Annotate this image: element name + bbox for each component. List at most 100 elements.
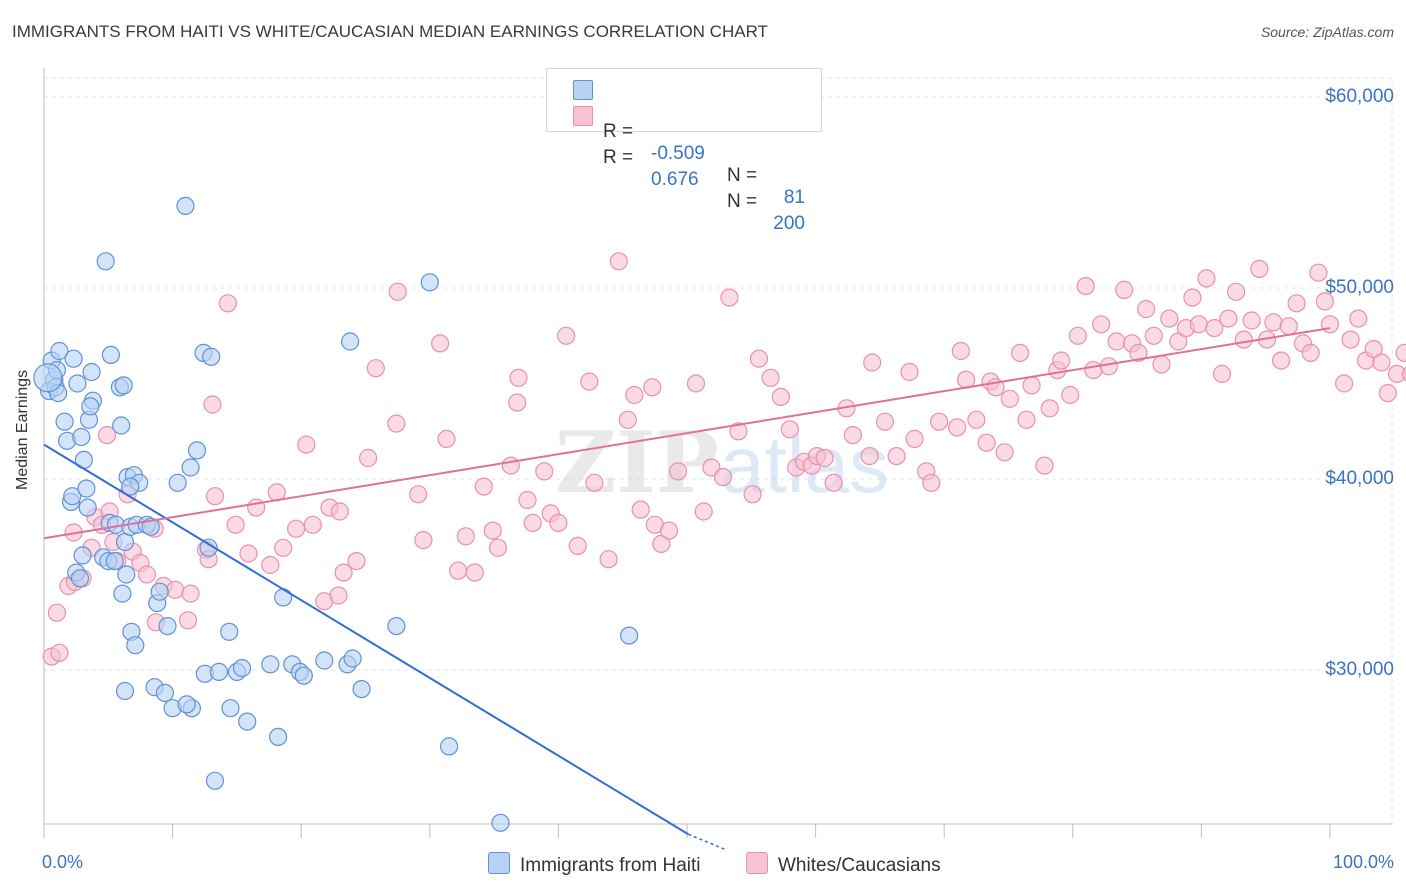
data-point xyxy=(50,341,69,361)
data-point xyxy=(178,611,198,630)
data-point xyxy=(420,273,439,292)
data-point xyxy=(205,771,225,790)
data-point xyxy=(625,385,644,405)
data-point xyxy=(117,565,136,584)
data-point xyxy=(929,412,949,431)
data-point xyxy=(121,477,140,496)
data-point xyxy=(329,586,348,605)
data-point xyxy=(743,485,762,504)
data-point xyxy=(181,458,200,477)
data-point xyxy=(824,473,843,492)
data-point xyxy=(1364,340,1383,359)
data-point xyxy=(155,683,174,703)
data-point xyxy=(618,410,637,429)
data-point xyxy=(114,376,133,395)
data-point xyxy=(218,294,237,313)
legend-row-pink: R = 0.676 N = 200 xyxy=(573,103,805,257)
data-point xyxy=(449,561,468,580)
data-point xyxy=(176,196,195,215)
data-point xyxy=(659,521,679,540)
data-point xyxy=(177,695,196,714)
data-point xyxy=(440,737,459,756)
data-point xyxy=(330,502,349,521)
data-point xyxy=(995,443,1014,462)
data-point xyxy=(619,626,639,645)
data-point xyxy=(141,517,160,536)
source-credit: Source: ZipAtlas.com xyxy=(1260,24,1394,40)
data-point xyxy=(609,252,628,271)
data-point xyxy=(501,456,520,475)
data-point xyxy=(1107,332,1126,351)
data-point xyxy=(1226,282,1246,301)
data-point xyxy=(1264,313,1283,332)
data-point xyxy=(126,636,145,655)
data-point xyxy=(47,603,67,622)
legend-r-value: -0.509 xyxy=(651,143,705,164)
data-point xyxy=(631,500,650,519)
data-point xyxy=(1234,330,1253,349)
data-point xyxy=(1334,374,1354,393)
y-tick-label: $30,000 xyxy=(1325,659,1394,680)
data-point xyxy=(388,282,407,301)
data-point xyxy=(1395,343,1406,362)
data-point xyxy=(1084,361,1103,380)
legend-n-label: N = xyxy=(727,191,758,212)
data-point xyxy=(269,727,288,747)
data-point xyxy=(150,582,169,601)
legend-item-whites: Whites/Caucasians xyxy=(746,852,941,877)
data-point xyxy=(780,420,800,439)
data-point xyxy=(96,252,115,271)
x-tick-max: 100.0% xyxy=(1332,852,1394,872)
data-point xyxy=(720,288,739,307)
legend-n-label: N = xyxy=(727,165,758,186)
data-point xyxy=(274,588,293,607)
y-axis-label: Median Earnings xyxy=(14,369,31,490)
data-point xyxy=(1349,309,1368,328)
data-point xyxy=(347,551,366,571)
data-point xyxy=(287,519,306,538)
data-point xyxy=(568,536,587,556)
data-point xyxy=(220,622,239,641)
data-point xyxy=(343,649,362,668)
data-point xyxy=(261,655,280,674)
data-point xyxy=(1212,364,1232,383)
data-point xyxy=(1076,277,1095,296)
data-point xyxy=(261,555,280,575)
data-point xyxy=(1152,355,1171,374)
data-point xyxy=(556,326,576,345)
trend-line-haiti-extension xyxy=(688,833,726,851)
data-point xyxy=(1320,315,1340,334)
data-point xyxy=(951,341,971,361)
data-point xyxy=(115,532,135,552)
data-point xyxy=(1017,410,1036,429)
data-point xyxy=(1129,343,1148,362)
data-point xyxy=(73,546,92,565)
data-point xyxy=(1022,376,1041,395)
data-point xyxy=(158,616,177,636)
data-point xyxy=(456,527,475,546)
data-point xyxy=(509,368,528,387)
legend-r-label: R = xyxy=(603,121,634,142)
data-point xyxy=(202,347,221,366)
data-point xyxy=(465,563,484,582)
data-point xyxy=(1052,351,1071,370)
y-tick-label: $60,000 xyxy=(1325,86,1394,107)
data-point xyxy=(166,580,185,599)
data-point xyxy=(1309,263,1328,282)
data-point xyxy=(771,387,791,406)
data-point xyxy=(922,473,941,492)
data-point xyxy=(488,538,508,557)
data-point xyxy=(352,679,371,699)
data-point xyxy=(359,448,378,468)
data-point xyxy=(535,462,554,481)
data-point xyxy=(1169,332,1188,351)
legend-n-value: 81 xyxy=(783,187,805,208)
data-point xyxy=(97,426,117,445)
data-point xyxy=(1271,351,1291,370)
correlation-legend: R = -0.509 N = 81 R = 0.676 N = 200 xyxy=(546,68,822,234)
data-point xyxy=(887,447,906,466)
watermark-zip: ZIP xyxy=(555,413,719,512)
legend-r-label: R = xyxy=(603,147,634,168)
data-point xyxy=(1061,385,1080,405)
